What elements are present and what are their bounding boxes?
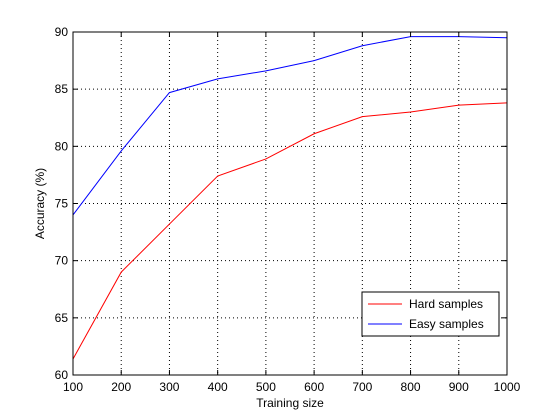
y-tick-label: 80: [55, 139, 69, 153]
series-layer: [72, 36, 508, 360]
x-tick-label: 100: [63, 380, 83, 394]
legend: Hard samples Easy samples: [361, 291, 500, 337]
x-tick-label: 500: [256, 380, 276, 394]
axis-ticks: 100 200 300 400 500 600 700 800 900 1000 60 65 70 75 8…: [55, 25, 521, 394]
x-tick-label: 800: [401, 380, 421, 394]
series-line-hard-samples: [72, 102, 508, 360]
y-tick-label: 85: [55, 82, 69, 96]
x-tick-label: 900: [449, 380, 469, 394]
y-axis-label: Accuracy (%): [33, 168, 47, 239]
y-tick-label: 70: [55, 254, 69, 268]
y-tick-label: 65: [55, 311, 69, 325]
x-tick-label: 300: [159, 380, 179, 394]
y-tick-label: 90: [55, 25, 69, 39]
x-tick-label: 200: [111, 380, 131, 394]
x-tick-label: 600: [304, 380, 324, 394]
legend-box: [361, 291, 500, 337]
legend-label-easy-samples: Easy samples: [409, 317, 484, 331]
legend-label-hard-samples: Hard samples: [409, 297, 483, 311]
y-tick-label: 75: [55, 197, 69, 211]
y-tick-label: 60: [55, 368, 69, 382]
x-tick-label: 400: [208, 380, 228, 394]
series-line-easy-samples: [72, 36, 508, 216]
x-tick-label: 700: [352, 380, 372, 394]
x-axis-label: Training size: [256, 396, 324, 410]
x-tick-label: 1000: [494, 380, 521, 394]
